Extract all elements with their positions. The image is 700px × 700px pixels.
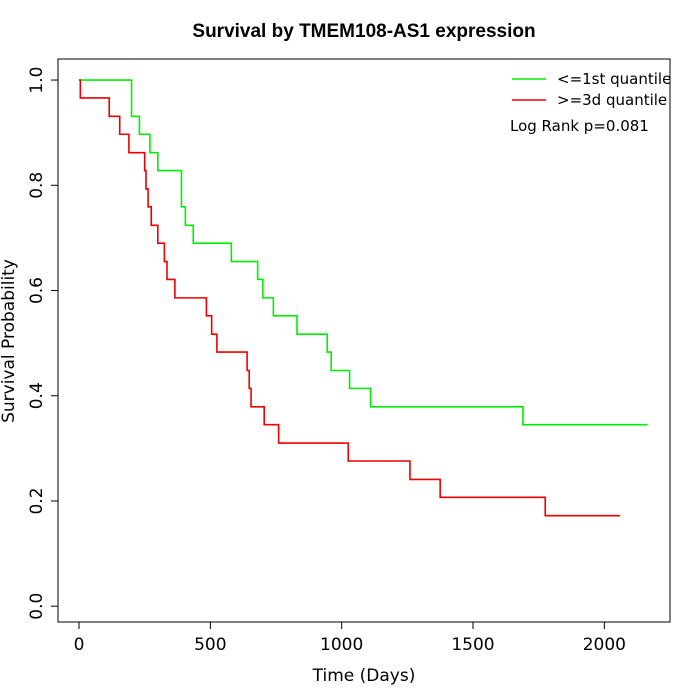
y-tick-label: 0.2 <box>27 487 47 514</box>
y-tick-label: 0.6 <box>27 277 47 304</box>
chart-title: Survival by TMEM108-AS1 expression <box>192 21 535 42</box>
log-rank-annotation: Log Rank p=0.081 <box>510 117 649 135</box>
x-tick-label: 1000 <box>320 635 363 655</box>
x-axis: 0 500 1000 1500 2000 <box>74 621 626 655</box>
legend-label-high: >=3d quantile <box>557 91 667 109</box>
y-tick-label: 0.4 <box>27 382 47 409</box>
x-tick-label: 0 <box>74 635 85 655</box>
survival-curves <box>79 79 648 517</box>
x-tick-label: 1500 <box>451 635 494 655</box>
x-tick-label: 2000 <box>583 635 626 655</box>
y-tick-label: 0.0 <box>27 593 47 620</box>
legend: <=1st quantile >=3d quantile <box>512 70 671 109</box>
x-tick-label: 500 <box>194 635 226 655</box>
y-axis: 0.0 0.2 0.4 0.6 0.8 1.0 <box>27 67 59 620</box>
y-tick-label: 1.0 <box>27 67 47 94</box>
y-tick-label: 0.8 <box>27 172 47 199</box>
x-axis-label: Time (Days) <box>312 666 416 686</box>
curve-low-quantile <box>79 79 648 426</box>
y-axis-label: Survival Probability <box>0 259 19 423</box>
curve-high-quantile <box>79 79 621 517</box>
legend-label-low: <=1st quantile <box>557 70 671 88</box>
